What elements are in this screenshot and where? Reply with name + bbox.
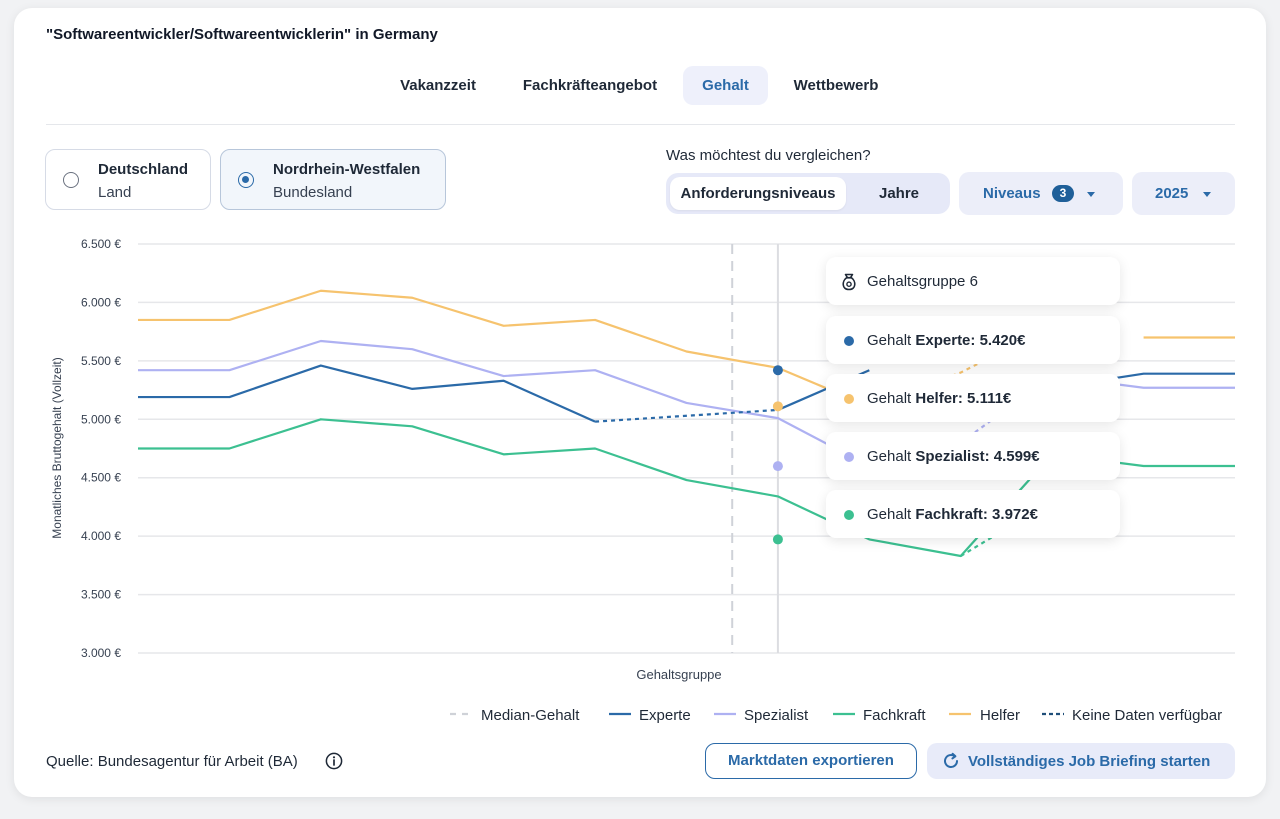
- tab-bar: Vakanzzeit Fachkräfteangebot Gehalt Wett…: [0, 66, 1280, 106]
- info-icon[interactable]: [325, 752, 343, 770]
- legend-label-helfer: Helfer: [980, 707, 1020, 724]
- legend-label-median: Median-Gehalt: [481, 707, 580, 724]
- tooltip-item-helfer: Gehalt Helfer: 5.111€: [826, 374, 1120, 422]
- y-tick-label: 4.500 €: [81, 471, 121, 485]
- fachkraft-dot: [844, 510, 854, 520]
- radio-deutschland[interactable]: [63, 172, 79, 188]
- y-tick-label: 6.000 €: [81, 295, 121, 309]
- region-name: Deutschland: [98, 161, 189, 178]
- legend-label-experte: Experte: [639, 707, 691, 724]
- region-option-deutschland[interactable]: Deutschland Land: [45, 149, 211, 210]
- tooltip-value-fachkraft: Fachkraft: 3.972€: [915, 506, 1038, 523]
- tooltip-item-fachkraft: Gehalt Fachkraft: 3.972€: [826, 490, 1120, 538]
- experte-dot: [844, 336, 854, 346]
- toggle-jahre[interactable]: Jahre: [878, 185, 920, 202]
- source-text: Quelle: Bundesagentur für Arbeit (BA): [46, 753, 298, 770]
- y-tick-label: 3.500 €: [81, 588, 121, 602]
- tooltip-item-spezialist: Gehalt Spezialist: 4.599€: [826, 432, 1120, 480]
- region-name: Nordrhein-Westfalen: [273, 161, 421, 178]
- toggle-anforderungsniveaus[interactable]: Anforderungsniveaus: [670, 177, 846, 210]
- y-axis-label: Monatliches Bruttogehalt (Vollzeit): [50, 357, 64, 538]
- chevron-down-icon: [1087, 192, 1095, 197]
- region-option-nrw[interactable]: Nordrhein-Westfalen Bundesland: [220, 149, 446, 210]
- series-line-helfer: [138, 289, 870, 408]
- chevron-down-icon: [1203, 192, 1211, 197]
- tooltip-prefix: Gehalt: [867, 390, 916, 407]
- region-type: Land: [98, 184, 132, 201]
- region-type: Bundesland: [273, 184, 353, 201]
- year-dropdown[interactable]: 2025: [1132, 172, 1235, 215]
- tab-gehalt[interactable]: Gehalt: [683, 66, 768, 105]
- niveaus-count-badge: 3: [1052, 185, 1074, 202]
- y-tick-label: 4.000 €: [81, 529, 121, 543]
- no-data-segment-experte: [595, 408, 778, 423]
- year-label: 2025: [1155, 185, 1189, 202]
- legend-label-spezialist: Spezialist: [744, 707, 809, 724]
- tooltip-value-helfer: Helfer: 5.111€: [915, 390, 1012, 407]
- y-tick-label: 5.000 €: [81, 412, 121, 426]
- tab-wettbewerb[interactable]: Wettbewerb: [793, 77, 879, 94]
- y-tick-label: 3.000 €: [81, 646, 121, 660]
- compare-label: Was möchtest du vergleichen?: [666, 147, 871, 164]
- legend-label-fachkraft: Fachkraft: [863, 707, 926, 724]
- series-line-spezialist: [138, 339, 870, 468]
- legend-label-nodata: Keine Daten verfügbar: [1072, 707, 1222, 724]
- money-bag-icon: [842, 273, 856, 291]
- tooltip-item-experte: Gehalt Experte: 5.420€: [826, 316, 1120, 364]
- series-line-experte: [138, 364, 596, 423]
- niveaus-dropdown[interactable]: Niveaus 3: [959, 172, 1123, 215]
- tab-vakanzzeit[interactable]: Vakanzzeit: [400, 77, 476, 94]
- header-divider: [46, 124, 1235, 125]
- tooltip-value-experte: Experte: 5.420€: [915, 332, 1026, 349]
- point-marker-spezialist: [772, 461, 783, 472]
- helfer-dot: [844, 394, 854, 404]
- start-job-briefing-label: Vollständiges Job Briefing starten: [968, 753, 1211, 770]
- tooltip-prefix: Gehalt: [867, 332, 916, 349]
- tooltip-prefix: Gehalt: [867, 448, 916, 465]
- radio-nrw[interactable]: [238, 172, 254, 188]
- tooltip-header-text: Gehaltsgruppe 6: [867, 273, 978, 290]
- page-title: "Softwareentwickler/Softwareentwicklerin…: [46, 26, 438, 43]
- y-tick-label: 5.500 €: [81, 354, 121, 368]
- export-market-data-button[interactable]: Marktdaten exportieren: [705, 743, 917, 779]
- tooltip-prefix: Gehalt: [867, 506, 916, 523]
- tooltip-header: Gehaltsgruppe 6: [826, 257, 1120, 305]
- point-marker-experte: [772, 365, 783, 376]
- tab-fachkraefteangebot[interactable]: Fachkräfteangebot: [522, 77, 658, 94]
- refresh-icon: [944, 752, 958, 768]
- x-axis-label: Gehaltsgruppe: [636, 667, 721, 682]
- niveaus-label: Niveaus: [983, 185, 1041, 202]
- tooltip-value-spezialist: Spezialist: 4.599€: [915, 448, 1040, 465]
- compare-toggle: Anforderungsniveaus Jahre: [666, 173, 950, 214]
- point-marker-fachkraft: [772, 534, 783, 545]
- spezialist-dot: [844, 452, 854, 462]
- point-marker-helfer: [772, 401, 783, 412]
- y-tick-label: 6.500 €: [81, 237, 121, 251]
- start-job-briefing-button[interactable]: Vollständiges Job Briefing starten: [927, 743, 1235, 779]
